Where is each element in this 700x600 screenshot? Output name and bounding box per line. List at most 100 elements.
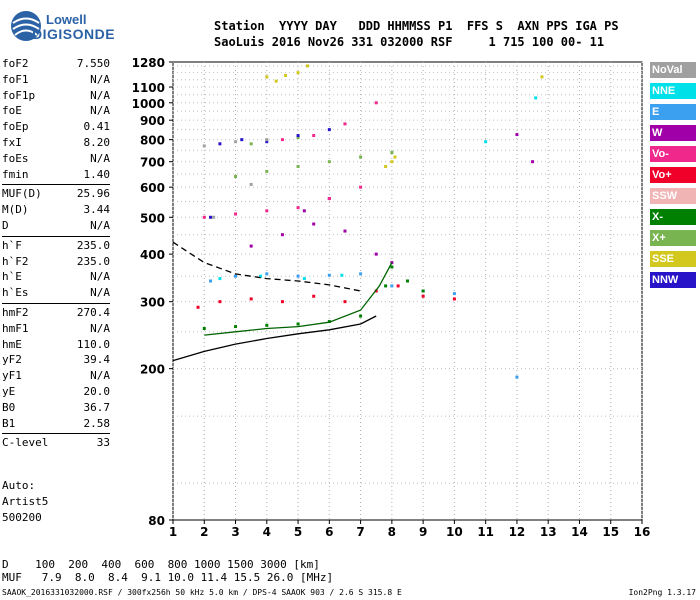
legend-item-e: E	[650, 104, 696, 120]
param-value: 25.96	[76, 187, 110, 201]
y-tick-label: 300	[140, 296, 165, 310]
param-name: h`F	[2, 238, 22, 252]
param-value: N/A	[90, 88, 110, 102]
trace-curve	[172, 241, 361, 292]
y-tick-label: 900	[140, 114, 165, 128]
x-tick-label: 11	[477, 525, 494, 539]
x-tick-label: 12	[509, 525, 526, 539]
param-value: 270.4	[76, 305, 110, 319]
echo-point	[534, 96, 538, 100]
x-tick-label: 7	[356, 525, 364, 539]
echo-point	[265, 75, 269, 79]
param-value: 0.41	[83, 120, 111, 134]
x-tick-label: 9	[419, 525, 427, 539]
x-tick-label: 8	[388, 525, 396, 539]
param-row: C-level 33	[2, 435, 110, 451]
param-row: hmF1 N/A	[2, 321, 110, 337]
echo-point	[202, 327, 206, 331]
echo-point	[343, 122, 347, 126]
echo-point	[302, 277, 306, 281]
x-tick-label: 3	[231, 525, 239, 539]
echo-point	[296, 274, 300, 278]
param-name: foF2	[2, 57, 29, 70]
param-row: h`E N/A	[2, 269, 110, 285]
param-name: M(D)	[2, 203, 29, 217]
param-value: N/A	[90, 104, 110, 118]
param-name: foEp	[2, 120, 29, 134]
echo-point	[234, 175, 238, 178]
y-tick-label: 80	[148, 514, 165, 528]
param-name: B0	[2, 400, 16, 414]
params-group-confidence: C-level 33	[2, 435, 110, 451]
echo-point	[312, 134, 316, 138]
echo-point	[209, 279, 213, 283]
legend-item-noval: NoVal	[650, 62, 696, 78]
echo-point	[234, 212, 238, 216]
y-tick-label: 700	[140, 156, 165, 170]
y-tick-label: 200	[140, 363, 165, 377]
param-value: 7.550	[76, 57, 110, 70]
echo-point	[396, 284, 400, 288]
echo-point	[359, 314, 363, 318]
param-name: MUF(D)	[2, 187, 42, 201]
y-tick-label: 600	[140, 181, 165, 195]
params-divider	[2, 184, 110, 186]
echo-point	[280, 138, 284, 142]
echo-point	[265, 209, 269, 213]
echo-point	[374, 101, 378, 105]
echo-point	[280, 233, 284, 237]
legend-item-x: X-	[650, 209, 696, 225]
param-value: 2.58	[83, 416, 111, 430]
echo-point	[218, 277, 222, 281]
echo-point	[296, 206, 300, 210]
param-row: foF1 N/A	[2, 72, 110, 88]
param-name: hmE	[2, 337, 22, 351]
echo-point	[234, 325, 238, 329]
header-values: SaoLuis 2016 Nov26 331 032000 RSF 1 715 …	[214, 35, 605, 49]
param-row: foEp 0.41	[2, 119, 110, 135]
param-row: yE 20.0	[2, 384, 110, 400]
echo-point	[390, 151, 394, 155]
param-value: N/A	[90, 270, 110, 284]
echo-point	[340, 273, 344, 277]
echo-point	[327, 197, 331, 201]
param-value: N/A	[90, 286, 110, 300]
echo-point	[374, 252, 378, 256]
param-row: B0 36.7	[2, 400, 110, 416]
polarization-legend: NoVal NNE E W Vo- Vo+ SSW X- X+ SSE NNW	[650, 62, 696, 293]
param-name: foF1	[2, 72, 29, 86]
echo-point	[406, 279, 409, 283]
y-tick-label: 1100	[132, 81, 165, 95]
legend-item-nne: NNE	[650, 83, 696, 99]
param-row: fxI 8.20	[2, 135, 110, 151]
echo-point	[343, 229, 347, 233]
x-tick-label: 13	[540, 525, 557, 539]
params-group-muf: MUF(D) 25.96 M(D) 3.44 D N/A	[2, 186, 110, 233]
echo-point	[249, 182, 253, 186]
echo-point	[515, 133, 519, 137]
x-tick-label: 10	[446, 525, 463, 539]
echo-point	[343, 300, 347, 304]
echo-point	[218, 300, 222, 304]
param-name: foF1p	[2, 88, 36, 102]
param-row: hmE 110.0	[2, 337, 110, 353]
param-name: h`E	[2, 270, 22, 284]
echo-point	[265, 169, 269, 173]
echo-point	[212, 215, 216, 219]
echo-point	[265, 138, 269, 142]
legend-item-vo: Vo-	[650, 146, 696, 162]
echo-point	[202, 215, 206, 219]
trace-curve	[172, 315, 377, 362]
param-value: 36.7	[83, 400, 111, 414]
param-value: 20.0	[83, 384, 111, 398]
auto-label: Auto:	[2, 479, 36, 492]
param-row: M(D) 3.44	[2, 202, 110, 218]
y-tick-label: 500	[140, 211, 165, 225]
echo-point	[296, 164, 300, 168]
echo-point	[384, 164, 388, 168]
x-tick-label: 14	[571, 525, 588, 539]
echo-point	[305, 64, 309, 68]
echo-point	[390, 284, 394, 288]
echo-point	[296, 71, 300, 75]
legend-item-ssw: SSW	[650, 188, 696, 204]
